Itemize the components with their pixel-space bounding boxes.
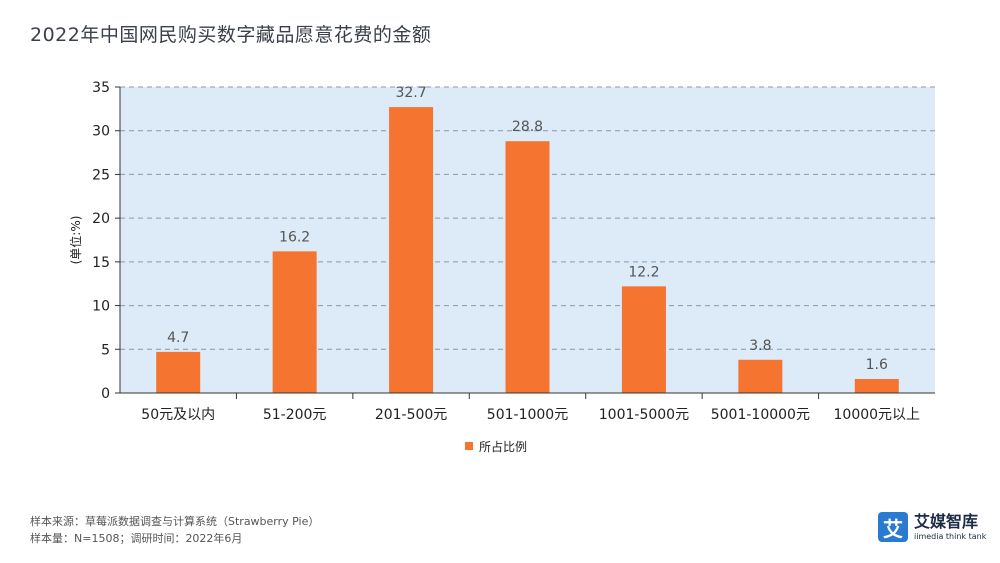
data-label: 1.6 — [866, 357, 888, 373]
data-labels: 4.7 16.2 32.7 28.8 12.2 3.8 1.6 — [167, 85, 888, 373]
legend-label: 所占比例 — [479, 439, 527, 454]
y-tick-label: 15 — [92, 255, 110, 271]
x-tick-label: 1001-5000元 — [599, 407, 689, 423]
y-tick-label: 30 — [92, 124, 110, 140]
y-tick-label: 10 — [92, 299, 110, 315]
chart-title: 2022年中国网民购买数字藏品愿意花费的金额 — [30, 24, 432, 46]
y-axis-label: (单位:%) — [68, 216, 83, 265]
sample-note: 样本量：N=1508；调研时间：2022年6月 — [30, 532, 243, 545]
y-tick-label: 5 — [101, 342, 110, 358]
y-tick-label: 20 — [92, 211, 110, 227]
bar — [389, 107, 434, 393]
data-label: 32.7 — [395, 85, 426, 101]
logo: 艾 艾媒智库 iimedia think tank — [878, 512, 986, 542]
data-label: 12.2 — [628, 264, 659, 280]
x-tick-label: 501-1000元 — [487, 407, 568, 423]
data-label: 16.2 — [279, 229, 310, 245]
logo-tagline: iimedia think tank — [914, 531, 987, 541]
bar — [738, 359, 783, 393]
x-tick-label: 10000元以上 — [834, 407, 921, 423]
x-tick-label: 5001-10000元 — [711, 407, 810, 423]
source-note: 样本来源：草莓派数据调查与计算系统（Strawberry Pie） — [30, 515, 320, 528]
y-axis: 0 5 10 15 20 25 30 35 — [92, 80, 121, 402]
logo-text: 艾媒智库 iimedia think tank — [914, 511, 987, 541]
logo-name: 艾媒智库 — [914, 511, 979, 531]
bar — [854, 379, 899, 393]
bar — [156, 351, 201, 393]
y-tick-label: 0 — [101, 386, 110, 402]
y-tick-label: 35 — [92, 80, 110, 96]
data-label: 3.8 — [749, 338, 771, 354]
bar — [272, 251, 317, 393]
legend: 所占比例 — [465, 439, 527, 454]
data-label: 4.7 — [167, 330, 189, 346]
bars — [156, 107, 899, 393]
legend-swatch — [465, 442, 473, 450]
bar — [621, 286, 666, 393]
bar — [505, 141, 550, 393]
x-tick-label: 201-500元 — [375, 407, 448, 423]
bar-chart: 4.7 16.2 32.7 28.8 12.2 3.8 1.6 0 5 10 15 20 25 30 35… — [68, 80, 935, 454]
y-tick-label: 25 — [92, 167, 110, 183]
x-axis: 50元及以内 51-200元 201-500元 501-1000元 1001-5000元… — [120, 392, 935, 423]
logo-mark: 艾 — [878, 512, 908, 542]
x-tick-label: 51-200元 — [263, 407, 327, 423]
x-tick-label: 50元及以内 — [141, 407, 215, 423]
data-label: 28.8 — [512, 119, 543, 135]
